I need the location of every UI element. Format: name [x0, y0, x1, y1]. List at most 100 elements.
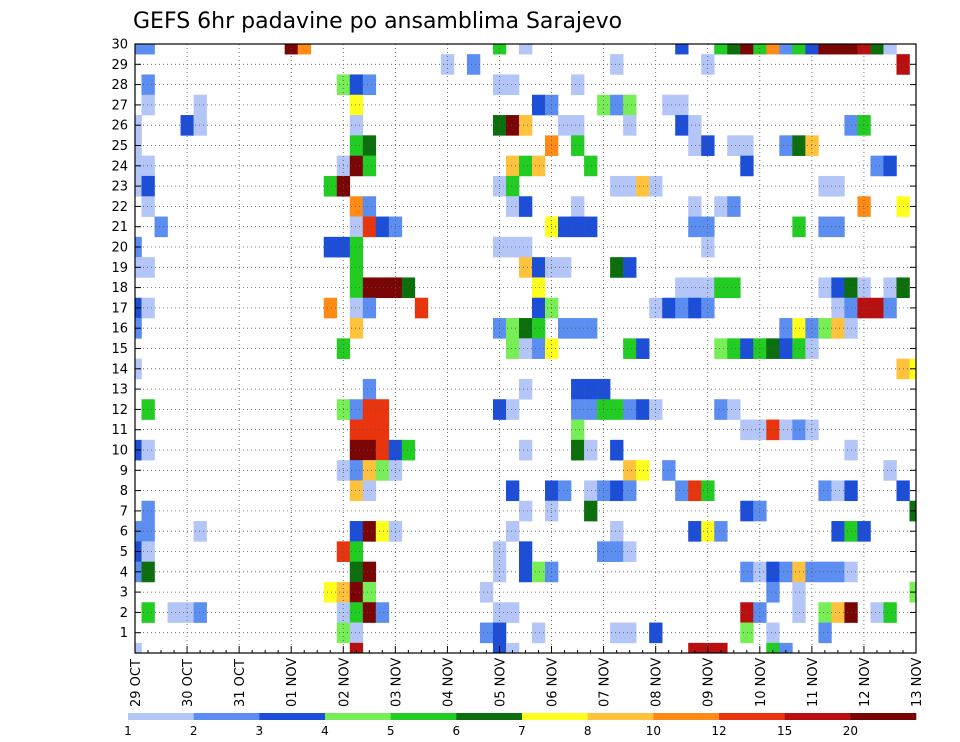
colorbar-swatch — [128, 713, 194, 720]
heat-cell — [297, 44, 312, 55]
y-tick-label: 20 — [111, 241, 128, 256]
heat-cell — [636, 460, 650, 481]
grid-lines — [135, 43, 916, 653]
heat-cell — [349, 602, 364, 623]
x-tick-label: 13 NOV — [910, 658, 925, 707]
colorbar-swatch — [587, 713, 654, 720]
heat-cell — [610, 521, 624, 542]
colorbar-swatch — [850, 713, 917, 720]
heat-cell — [883, 297, 897, 319]
heat-cell — [349, 135, 364, 156]
heat-cell — [571, 115, 585, 136]
heat-cell — [688, 135, 702, 156]
y-tick-label: 13 — [111, 383, 128, 398]
heat-cell — [805, 419, 819, 441]
heat-cell — [349, 581, 364, 603]
heat-cell — [571, 439, 585, 461]
heat-cell — [831, 602, 845, 623]
heat-cell — [727, 196, 741, 217]
heat-cell — [375, 439, 390, 461]
heat-cell — [349, 541, 364, 562]
heat-cell — [193, 521, 207, 542]
heat-cell — [623, 480, 637, 502]
heat-cell — [740, 622, 754, 644]
heat-cell — [740, 602, 754, 623]
heat-cell — [558, 257, 572, 278]
heat-cell — [675, 115, 689, 136]
heat-cell — [362, 521, 377, 542]
heat-cell — [844, 44, 858, 55]
heat-cell — [857, 277, 871, 299]
heat-cell — [349, 74, 364, 96]
colorbar-swatch — [456, 713, 523, 720]
heat-cell — [375, 419, 390, 441]
heat-cell — [532, 622, 546, 644]
heat-cell — [518, 541, 533, 562]
colorbar-label: 15 — [777, 724, 792, 738]
colorbar-swatch — [653, 713, 720, 720]
heat-cell — [623, 115, 637, 136]
heat-cell — [349, 561, 364, 583]
colorbar-label: 5 — [387, 724, 395, 738]
x-tick-label: 29 OCT — [129, 659, 144, 707]
heat-cell — [505, 196, 520, 217]
heat-cell — [714, 399, 728, 420]
y-tick-label: 23 — [111, 180, 128, 195]
heat-cell — [688, 115, 702, 136]
heat-cell — [766, 44, 780, 55]
colorbar-label: 3 — [256, 724, 264, 738]
x-tick-label: 05 NOV — [493, 658, 508, 707]
heat-cell — [141, 257, 155, 278]
heat-cell — [870, 44, 884, 55]
heat-cell — [883, 44, 897, 55]
heat-cell — [779, 561, 793, 583]
heat-cell — [714, 521, 728, 542]
y-tick-label: 27 — [111, 98, 128, 113]
y-tick-label: 5 — [120, 545, 128, 560]
heat-cell — [323, 297, 338, 319]
heat-cell — [141, 175, 155, 197]
heat-cell — [141, 399, 155, 420]
heat-cell — [857, 196, 871, 217]
heat-cell — [505, 399, 520, 420]
heat-cell — [740, 338, 754, 359]
heat-cell — [727, 399, 741, 420]
heat-cell — [532, 318, 546, 339]
colorbar-label: 7 — [518, 724, 526, 738]
heat-cell — [675, 480, 689, 502]
heat-cell — [636, 399, 650, 420]
colorbar-swatch — [719, 713, 785, 720]
x-axis: 29 OCT 30 OCT 31 OCT 01 NOV 02 NOV 03 NOV 04 N… — [129, 646, 925, 707]
heat-cell — [818, 216, 832, 238]
y-tick-label: 9 — [120, 464, 128, 479]
heat-cell — [818, 602, 832, 623]
heat-cell — [362, 561, 377, 583]
heat-cell — [870, 155, 884, 177]
heat-cell — [571, 216, 585, 238]
heat-cell — [818, 175, 832, 197]
heat-cell — [675, 44, 689, 55]
heat-cell — [766, 622, 780, 644]
x-tick-label: 09 NOV — [702, 658, 717, 707]
x-tick-label: 07 NOV — [598, 658, 613, 707]
heat-cell — [610, 94, 624, 116]
heat-cell — [141, 196, 155, 217]
heat-cell — [505, 115, 520, 136]
heat-cell — [375, 521, 390, 542]
heat-cell — [401, 277, 416, 299]
heat-cell — [883, 277, 897, 299]
heat-cell — [362, 480, 377, 502]
heat-cell — [805, 561, 819, 583]
heat-cell — [532, 277, 546, 299]
heat-cell — [505, 642, 520, 654]
x-tick-label: 04 NOV — [441, 658, 456, 707]
heat-cell — [571, 378, 585, 400]
heat-cell — [349, 94, 364, 116]
heat-cell — [831, 277, 845, 299]
heat-cell — [584, 155, 598, 177]
heat-cell — [349, 297, 364, 319]
heat-cell — [505, 74, 520, 96]
heat-cell — [883, 155, 897, 177]
heat-cell — [505, 155, 520, 177]
heat-cell — [532, 561, 546, 583]
